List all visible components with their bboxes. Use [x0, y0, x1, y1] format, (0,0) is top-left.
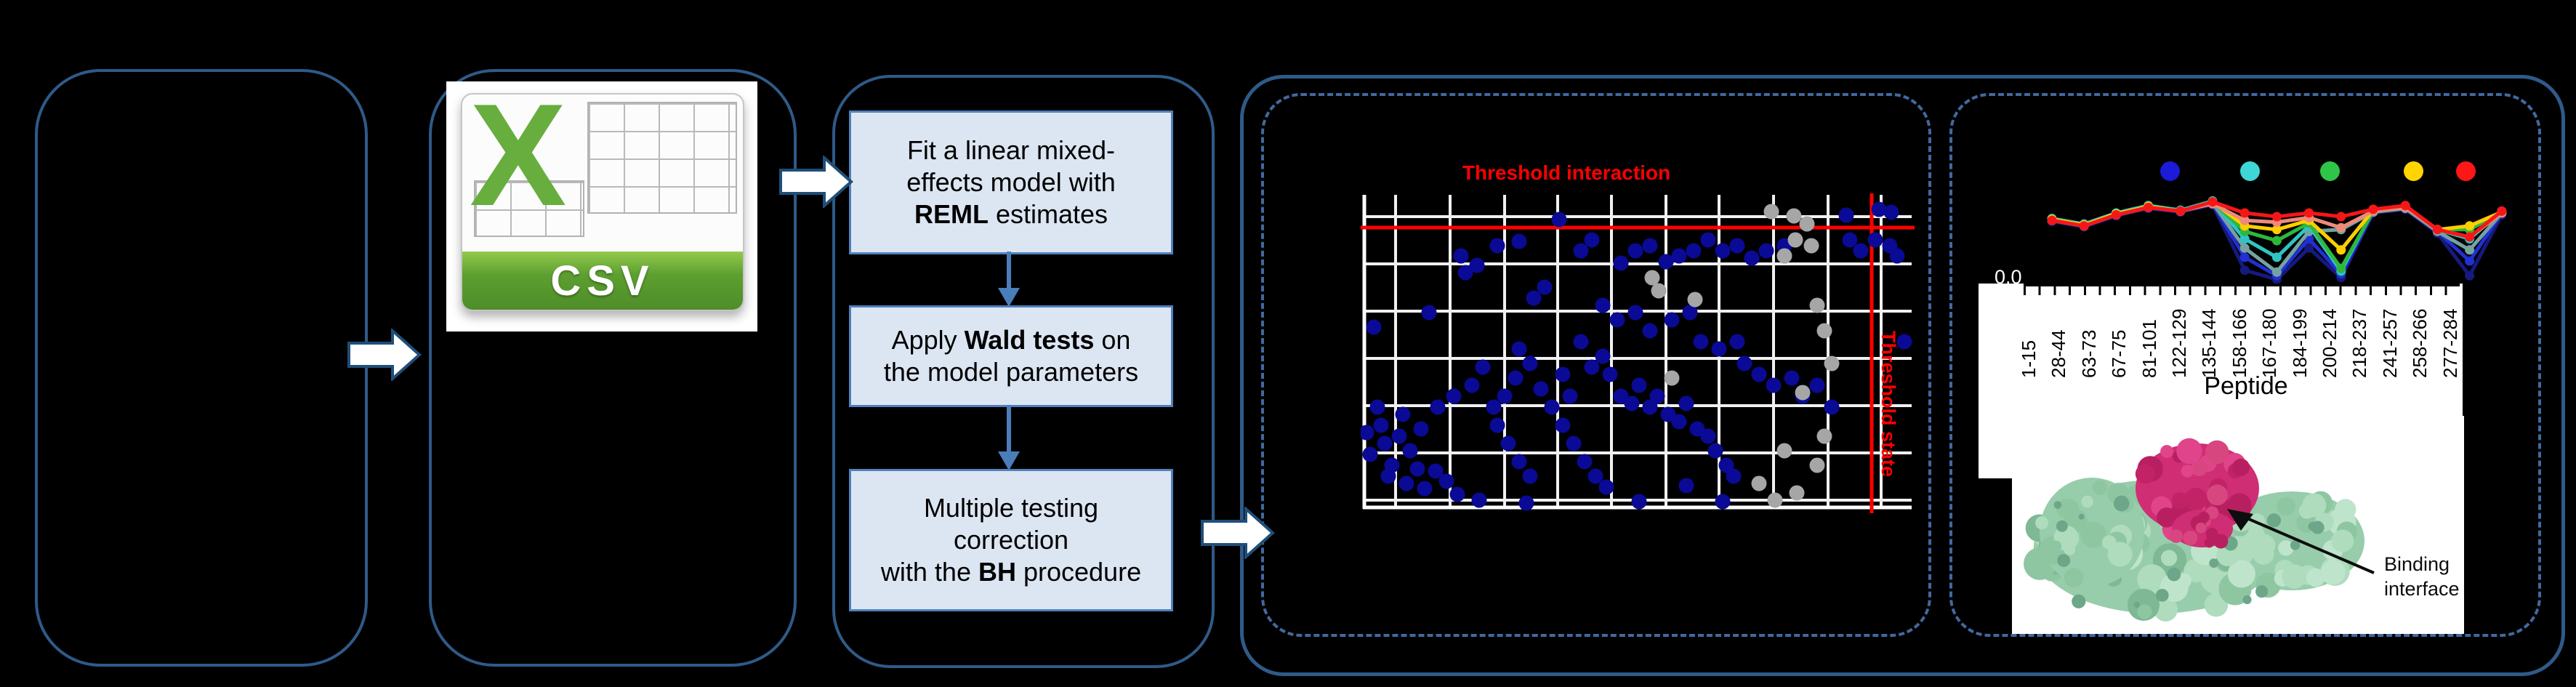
input-panel — [35, 69, 368, 667]
peptide-label-8: 167-180 — [2258, 308, 2281, 378]
csv-banner-label: CSV — [550, 257, 655, 305]
step-box-reml-text: Fit a linear mixed- effects model with R… — [906, 135, 1116, 229]
step-box-wald: Apply Wald tests on the model parameters — [849, 305, 1173, 407]
peptide-label-4: 81-101 — [2138, 319, 2160, 378]
flow-arrow-3 — [1201, 507, 1275, 559]
protein-image-block: Binding interface — [2012, 416, 2464, 634]
peptide-label-1: 28-44 — [2048, 329, 2070, 379]
peptide-label-0: 1-15 — [2018, 340, 2040, 378]
profile-x-axis-title: Peptide — [2204, 372, 2288, 400]
step-box-wald-text: Apply Wald tests on the model parameters — [883, 325, 1139, 387]
peptide-label-3: 67-75 — [2108, 329, 2130, 379]
flow-arrow-2 — [779, 156, 853, 208]
peptide-label-5: 122-129 — [2168, 308, 2190, 378]
peptide-label-7: 158-166 — [2228, 308, 2250, 378]
profile-result-panel — [1949, 93, 2541, 637]
flow-arrow-1 — [347, 329, 422, 381]
peptide-label-12: 241-257 — [2378, 308, 2401, 378]
csv-grid-small — [474, 180, 584, 237]
peptide-label-6: 135-144 — [2198, 308, 2221, 378]
csv-image-background: X CSV — [446, 81, 757, 332]
threshold-state-label: Threshold state — [1877, 331, 1899, 478]
peptide-label-11: 218-237 — [2348, 308, 2371, 378]
profile-x-axis — [2024, 284, 2460, 295]
peptide-label-2: 63-73 — [2077, 329, 2100, 379]
step-box-bh-text: Multiple testing correction with the BH … — [880, 493, 1142, 587]
pipeline-panel — [832, 75, 1215, 668]
peptide-label-14: 277-284 — [2439, 308, 2461, 378]
output-group-box — [1240, 75, 2565, 676]
csv-banner: CSV — [462, 252, 743, 310]
peptide-label-10: 200-214 — [2319, 308, 2340, 378]
legend-dot-4 — [2456, 161, 2476, 181]
scatter-title: Threshold interaction — [1462, 161, 1671, 184]
step-box-reml: Fit a linear mixed- effects model with R… — [849, 111, 1173, 254]
legend-dot-1 — [2240, 161, 2260, 181]
csv-panel — [429, 69, 797, 667]
peptide-profile-chart — [2047, 196, 2507, 284]
peptide-label-9: 184-199 — [2288, 308, 2311, 378]
scatter-result-panel — [1261, 93, 1931, 637]
binding-interface-label: Binding interface — [2384, 553, 2460, 600]
connector-arrow-down-1 — [998, 252, 1020, 307]
step-box-bh: Multiple testing correction with the BH … — [849, 469, 1173, 611]
legend-dot-3 — [2404, 161, 2423, 181]
connector-arrow-down-2 — [998, 405, 1020, 470]
legend-dot-2 — [2320, 161, 2340, 181]
protein-structure — [2012, 416, 2464, 634]
csv-file-icon: X CSV — [461, 83, 744, 311]
csv-x-glyph: X — [470, 74, 567, 236]
interaction-scatter-plot — [1361, 193, 1915, 513]
legend-dot-0 — [2160, 161, 2180, 181]
peptide-label-13: 258-266 — [2409, 308, 2431, 378]
csv-grid-large — [587, 102, 737, 214]
